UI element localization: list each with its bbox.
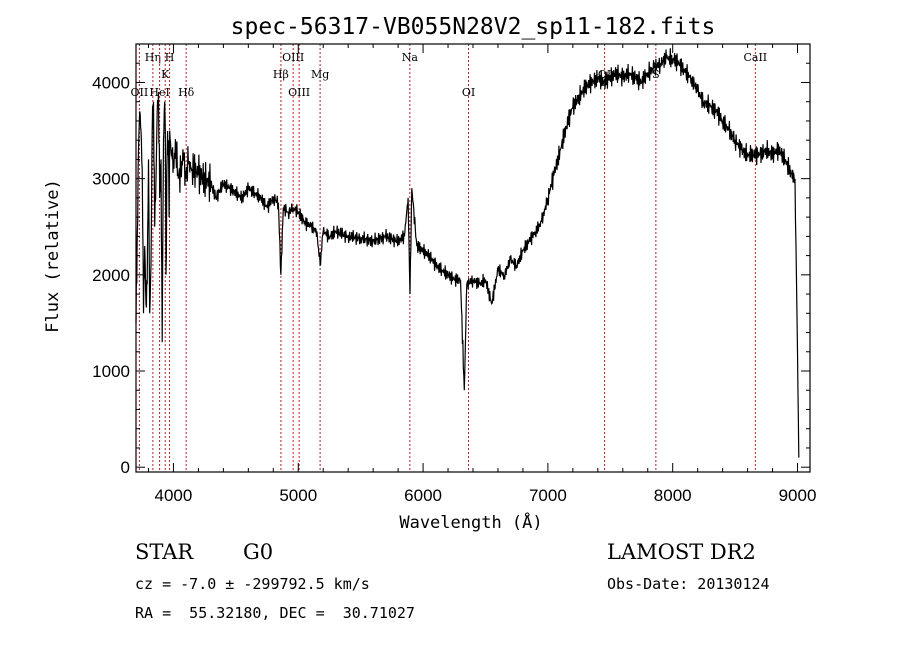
axis-ticks: 4000 5000 6000 7000 8000 9000 0 1000 2000 3000 400…: [92, 43, 817, 505]
line-marker-label: Hη: [145, 51, 161, 64]
x-tick-label: 6000: [404, 486, 442, 505]
y-tick-label: 3000: [92, 170, 130, 189]
x-tick-label: 7000: [529, 486, 567, 505]
redshift-text: cz = -7.0 ± -299792.5 km/s: [135, 575, 370, 593]
plot-frame: [135, 43, 811, 473]
line-marker-label: OIII: [282, 51, 304, 64]
line-marker-label: H: [165, 51, 175, 64]
obs-date: Obs-Date: 20130124: [607, 575, 770, 593]
line-marker-label: Hβ: [273, 68, 289, 81]
spectrum-line: [135, 48, 800, 458]
line-marker-label: Na: [402, 51, 419, 64]
line-marker-label: OII: [131, 86, 149, 99]
object-class: STAR: [135, 540, 194, 564]
y-tick-label: 0: [121, 458, 130, 477]
chart-title: spec-56317-VB055N28V2_sp11-182.fits: [231, 14, 716, 40]
x-tick-label: 9000: [779, 486, 817, 505]
object-subclass: G0: [243, 540, 274, 564]
coordinates-text: RA = 55.32180, DEC = 30.71027: [135, 604, 415, 622]
line-marker-label: HeI: [149, 86, 169, 99]
y-tick-label: 1000: [92, 362, 130, 381]
x-axis-label: Wavelength (Å): [399, 511, 542, 533]
x-tick-label: 8000: [654, 486, 692, 505]
line-marker-label: Mg: [311, 68, 329, 81]
y-axis-label: Flux (relative): [43, 179, 63, 333]
line-marker-label: OI: [462, 86, 475, 99]
line-marker-label: K: [161, 68, 170, 81]
y-tick-label: 2000: [92, 266, 130, 285]
y-tick-label: 4000: [92, 73, 130, 92]
line-marker-label: OIII: [288, 86, 310, 99]
line-marker-label: Hδ: [178, 86, 195, 99]
line-marker-label: CaII: [743, 51, 767, 64]
x-tick-label: 4000: [155, 486, 193, 505]
survey-label: LAMOST DR2: [607, 540, 756, 564]
x-tick-label: 5000: [279, 486, 317, 505]
